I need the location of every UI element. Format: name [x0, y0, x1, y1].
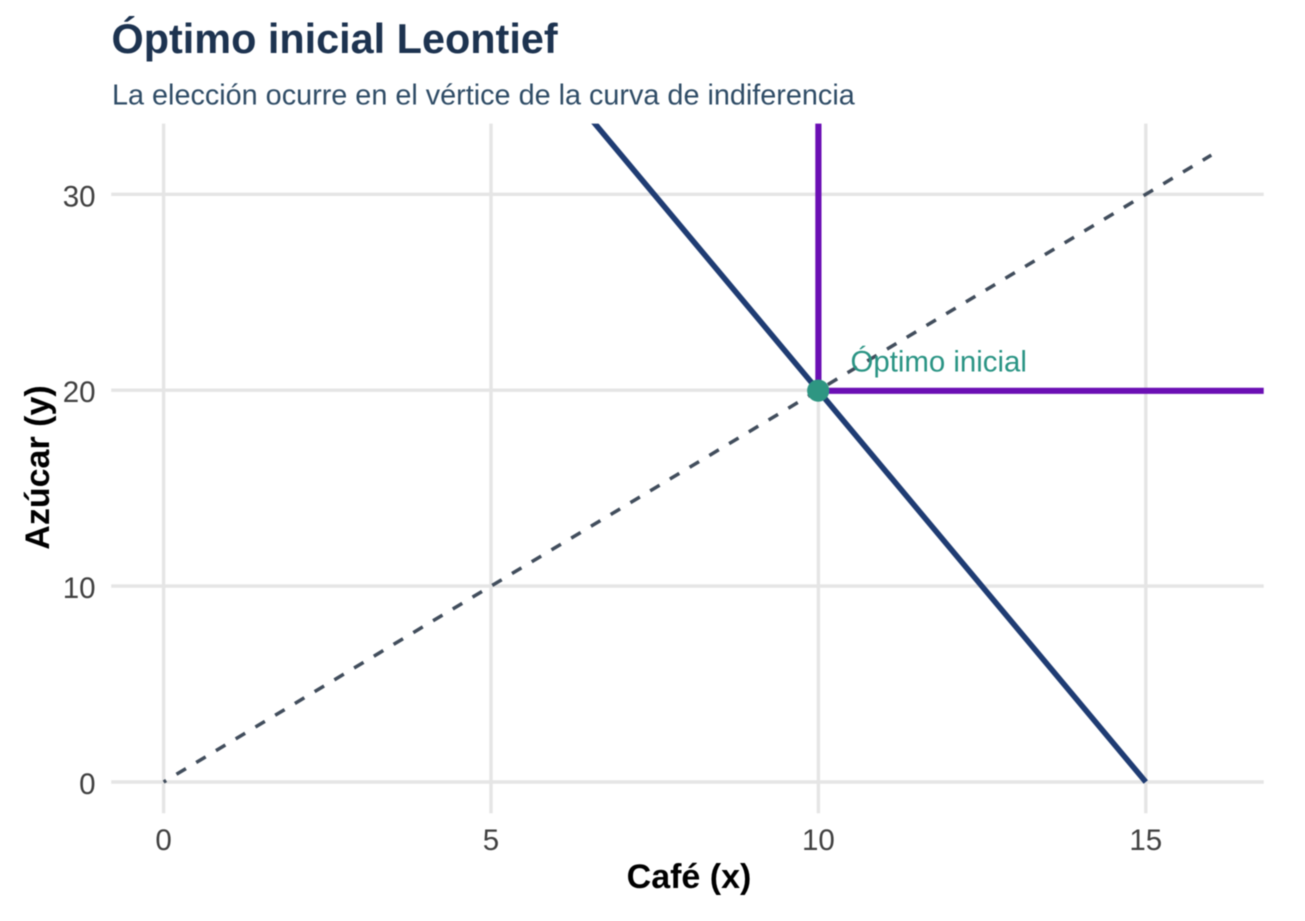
svg-text:0: 0 [79, 768, 95, 801]
svg-text:10: 10 [63, 572, 96, 605]
svg-text:Óptimo inicial: Óptimo inicial [851, 346, 1027, 379]
svg-text:20: 20 [63, 376, 96, 409]
svg-text:30: 30 [63, 180, 96, 213]
svg-text:10: 10 [802, 824, 835, 857]
svg-text:Café (x): Café (x) [627, 858, 752, 896]
svg-text:15: 15 [1129, 824, 1162, 857]
svg-text:La elección ocurre en el vérti: La elección ocurre en el vértice de la c… [112, 80, 856, 112]
svg-text:0: 0 [155, 824, 171, 857]
svg-text:5: 5 [483, 824, 499, 857]
svg-text:Óptimo inicial Leontief: Óptimo inicial Leontief [112, 16, 558, 62]
svg-text:Azúcar (y): Azúcar (y) [19, 385, 57, 549]
